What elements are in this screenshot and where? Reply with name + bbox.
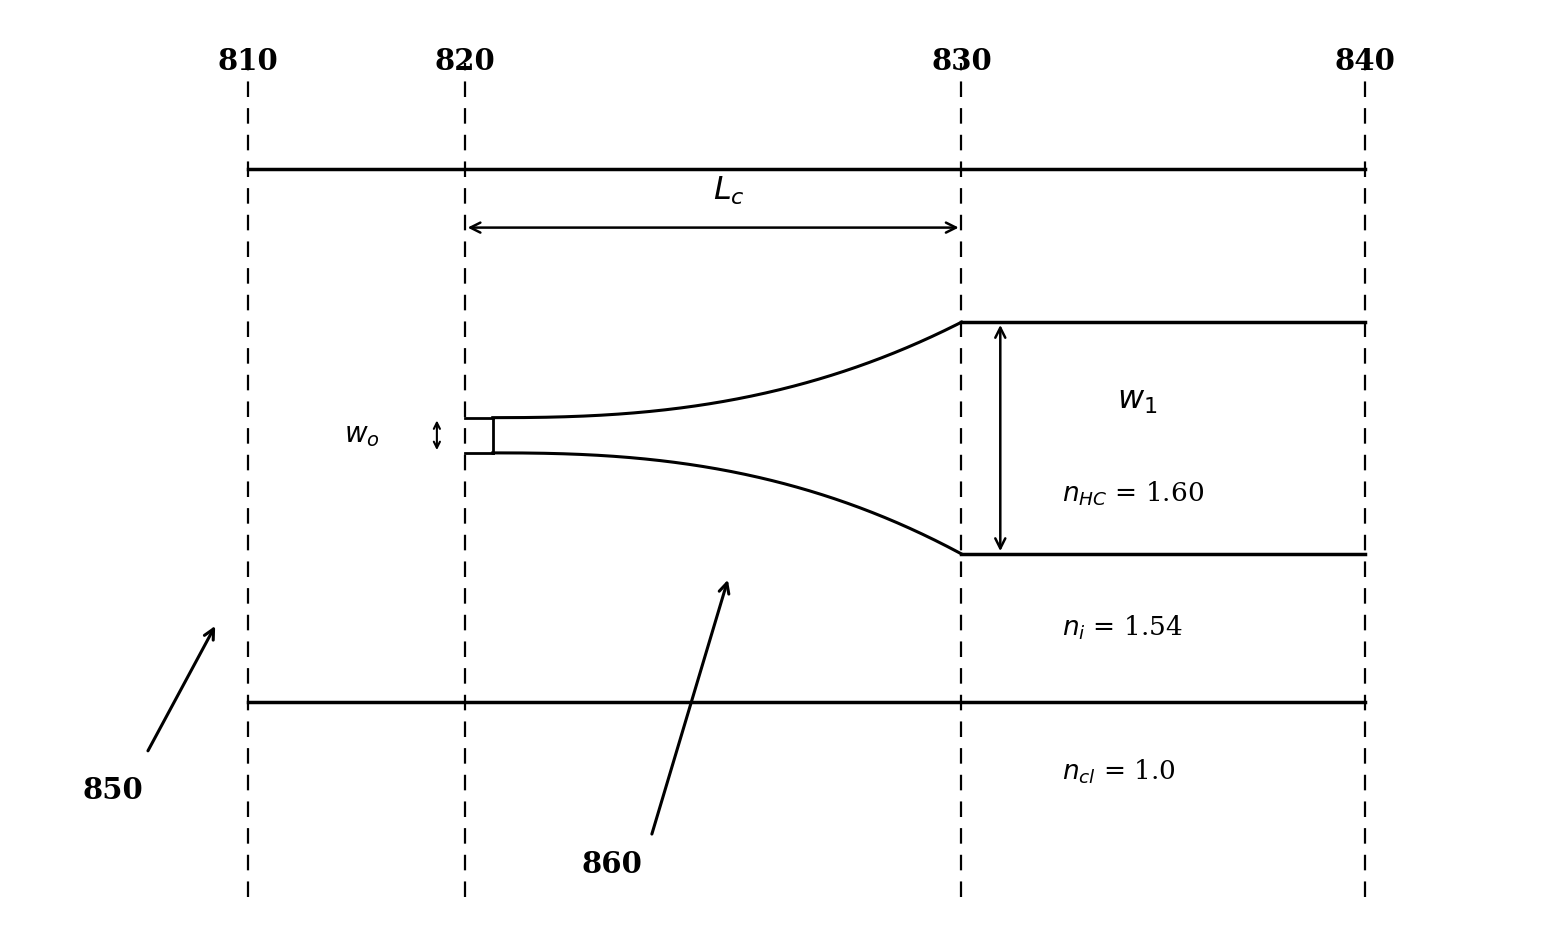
Text: $n_i$ = 1.54: $n_i$ = 1.54 <box>1062 614 1184 643</box>
Text: $n_{cl}$ = 1.0: $n_{cl}$ = 1.0 <box>1062 758 1176 786</box>
Text: 850: 850 <box>81 775 143 805</box>
Text: 820: 820 <box>434 47 495 76</box>
Text: 810: 810 <box>218 47 277 76</box>
Text: $\mathit{L_c}$: $\mathit{L_c}$ <box>713 175 744 207</box>
Text: 840: 840 <box>1334 47 1395 76</box>
Text: 830: 830 <box>932 47 991 76</box>
Text: $\mathit{w_1}$: $\mathit{w_1}$ <box>1117 386 1157 417</box>
Text: $n_{HC}$ = 1.60: $n_{HC}$ = 1.60 <box>1062 479 1204 508</box>
Text: 860: 860 <box>583 850 642 879</box>
Text: $\mathit{w_o}$: $\mathit{w_o}$ <box>343 422 379 449</box>
